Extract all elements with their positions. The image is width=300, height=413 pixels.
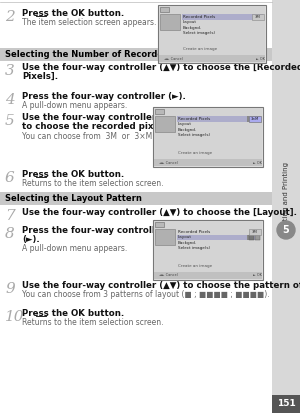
Bar: [155, 222, 164, 227]
Text: Recorded Pixels: Recorded Pixels: [183, 15, 215, 19]
Text: Select image(s): Select image(s): [178, 133, 210, 137]
Text: 7: 7: [5, 209, 15, 223]
Text: ◄► Cancel: ◄► Cancel: [164, 57, 183, 60]
Bar: [159, 6, 265, 62]
Text: 2: 2: [5, 10, 15, 24]
Text: Use the four-way controller (▲▼) to choose the [Recorded: Use the four-way controller (▲▼) to choo…: [22, 63, 300, 72]
Text: Use the four-way controller (▲▼): Use the four-way controller (▲▼): [22, 113, 180, 122]
Text: to choose the recorded pixels.: to choose the recorded pixels.: [22, 122, 171, 131]
Bar: [153, 107, 263, 167]
Text: 3M: 3M: [255, 15, 261, 19]
Text: 10: 10: [5, 310, 25, 324]
Text: 3×M: 3×M: [251, 117, 259, 121]
Text: Backgnd.: Backgnd.: [178, 241, 197, 245]
Text: 3: 3: [5, 64, 15, 78]
Bar: [160, 14, 180, 30]
Text: 5: 5: [283, 225, 290, 235]
Text: Press the OK button.: Press the OK button.: [22, 309, 124, 318]
Text: ► OK: ► OK: [253, 273, 262, 278]
Text: Press the OK button.: Press the OK button.: [22, 170, 124, 179]
Bar: [154, 272, 262, 279]
Bar: [158, 5, 266, 63]
Bar: [249, 229, 261, 235]
Text: Recorded Pixels: Recorded Pixels: [178, 117, 210, 121]
Text: 151: 151: [277, 399, 296, 408]
Bar: [154, 108, 262, 166]
Text: 4: 4: [5, 93, 15, 107]
Text: Layout: Layout: [178, 122, 192, 126]
Text: Recorded Pixels: Recorded Pixels: [178, 230, 210, 234]
Text: ► OK: ► OK: [256, 57, 265, 60]
Bar: [255, 235, 260, 240]
Text: 6: 6: [5, 171, 15, 185]
Bar: [182, 14, 263, 19]
Text: Backgnd.: Backgnd.: [178, 128, 197, 132]
Bar: [155, 229, 175, 245]
Text: Press the OK button.: Press the OK button.: [22, 9, 124, 18]
Bar: [159, 55, 265, 62]
Text: Layout: Layout: [183, 20, 197, 24]
Text: The item selection screen appears.: The item selection screen appears.: [22, 18, 156, 27]
Bar: [153, 220, 263, 280]
Text: Create an image: Create an image: [178, 264, 212, 268]
Text: Selecting the Layout Pattern: Selecting the Layout Pattern: [5, 194, 142, 203]
Bar: [247, 235, 249, 240]
Bar: [247, 116, 249, 121]
Bar: [177, 235, 260, 240]
Text: Select image(s): Select image(s): [178, 246, 210, 250]
Bar: [154, 159, 262, 166]
Text: You can choose from  3M  or  3×M.: You can choose from 3M or 3×M.: [22, 132, 154, 141]
Text: A pull-down menu appears.: A pull-down menu appears.: [22, 244, 127, 253]
Bar: [154, 221, 262, 279]
Text: Press the four-way controller: Press the four-way controller: [22, 226, 165, 235]
Text: Create an image: Create an image: [183, 47, 217, 51]
Bar: [177, 116, 260, 121]
Bar: [155, 116, 175, 132]
Bar: [272, 0, 300, 395]
Text: ◄► Cancel: ◄► Cancel: [159, 161, 178, 164]
Bar: [249, 235, 254, 240]
Text: ► OK: ► OK: [253, 161, 262, 164]
Text: 8: 8: [5, 227, 15, 241]
Text: 9: 9: [5, 282, 15, 296]
Text: Layout: Layout: [178, 235, 192, 239]
Bar: [155, 109, 164, 114]
Bar: [0, 48, 272, 61]
Text: ◄► Cancel: ◄► Cancel: [159, 273, 178, 278]
Text: Create an image: Create an image: [178, 151, 212, 155]
Bar: [160, 7, 169, 12]
Bar: [0, 192, 272, 205]
Circle shape: [277, 221, 295, 239]
Bar: [252, 14, 264, 19]
Text: Returns to the item selection screen.: Returns to the item selection screen.: [22, 318, 164, 327]
Text: Selecting the Number of Recorded Pixels: Selecting the Number of Recorded Pixels: [5, 50, 200, 59]
Text: Pixels].: Pixels].: [22, 72, 58, 81]
Text: Editing and Printing: Editing and Printing: [283, 162, 289, 231]
Bar: [249, 116, 261, 121]
Text: Press the four-way controller (►).: Press the four-way controller (►).: [22, 92, 186, 101]
Text: A pull-down menu appears.: A pull-down menu appears.: [22, 101, 127, 110]
Text: Use the four-way controller (▲▼) to choose the [Layout].: Use the four-way controller (▲▼) to choo…: [22, 208, 297, 217]
Text: 3M: 3M: [252, 230, 258, 234]
Text: Backgnd.: Backgnd.: [183, 26, 202, 30]
Text: Select image(s): Select image(s): [183, 31, 215, 35]
Text: Use the four-way controller (▲▼) to choose the pattern of layout.: Use the four-way controller (▲▼) to choo…: [22, 281, 300, 290]
Bar: [272, 395, 300, 413]
Text: 5: 5: [5, 114, 15, 128]
Text: Returns to the item selection screen.: Returns to the item selection screen.: [22, 179, 164, 188]
Text: (►).: (►).: [22, 235, 40, 244]
Text: You can choose from 3 patterns of layout (■ ; ■■■■ ; ■■■■).: You can choose from 3 patterns of layout…: [22, 290, 270, 299]
